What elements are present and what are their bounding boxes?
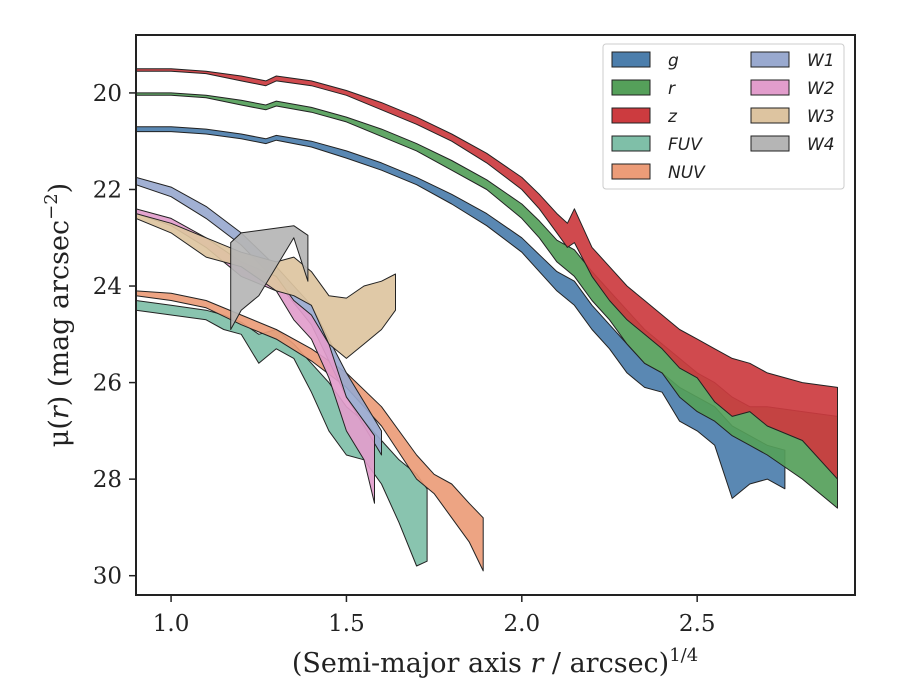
legend-label-w2: W2 (807, 79, 835, 99)
band-z (136, 68, 838, 480)
legend-swatch-w2 (750, 79, 790, 96)
plot-frame (135, 34, 856, 596)
legend-label-g: g (668, 51, 679, 71)
legend-swatch-fuv (611, 135, 651, 152)
band-r (136, 92, 838, 509)
y-tick-label: 20 (93, 81, 122, 107)
y-axis-ticks: 20 22 24 26 28 30 (93, 81, 136, 590)
x-tick-label: 2.5 (679, 611, 716, 637)
y-axis-label: μ(r) (mag arcsec−2) (41, 183, 75, 447)
x-tick-label: 2.0 (504, 611, 541, 637)
y-tick-label: 30 (93, 564, 122, 590)
legend-swatch-nuv (611, 163, 651, 180)
legend-label-w1: W1 (807, 51, 835, 71)
legend-swatch-w3 (750, 107, 790, 124)
y-tick-label: 28 (93, 467, 122, 493)
y-tick-label: 22 (93, 177, 122, 203)
x-tick-label: 1.5 (328, 611, 365, 637)
legend-label-z: z (667, 107, 678, 127)
legend-label-r: r (668, 79, 676, 99)
x-axis-label: (Semi-major axis r / arcsec)1/4 (292, 645, 698, 679)
series-bands (136, 68, 838, 572)
legend-swatch-z (611, 107, 651, 124)
x-tick-label: 1.0 (153, 611, 190, 637)
legend-label-w3: W3 (807, 107, 835, 127)
legend-swatch-r (611, 79, 651, 96)
band-nuv (136, 290, 484, 572)
band-w4 (230, 225, 309, 330)
x-axis-ticks: 1.0 1.5 2.0 2.5 (153, 595, 716, 637)
y-tick-label: 26 (93, 371, 122, 397)
y-tick-label: 24 (93, 274, 122, 300)
legend-swatch-g (611, 51, 651, 68)
band-g (136, 126, 786, 499)
legend-label-nuv: NUV (668, 163, 706, 183)
legend-swatch-w4 (750, 135, 790, 152)
legend-label-w4: W4 (807, 135, 835, 155)
legend-label-fuv: FUV (668, 135, 703, 155)
legend: grz FUV NUV W1 W2 W3 W4 (602, 43, 845, 190)
legend-swatch-w1 (750, 51, 790, 68)
